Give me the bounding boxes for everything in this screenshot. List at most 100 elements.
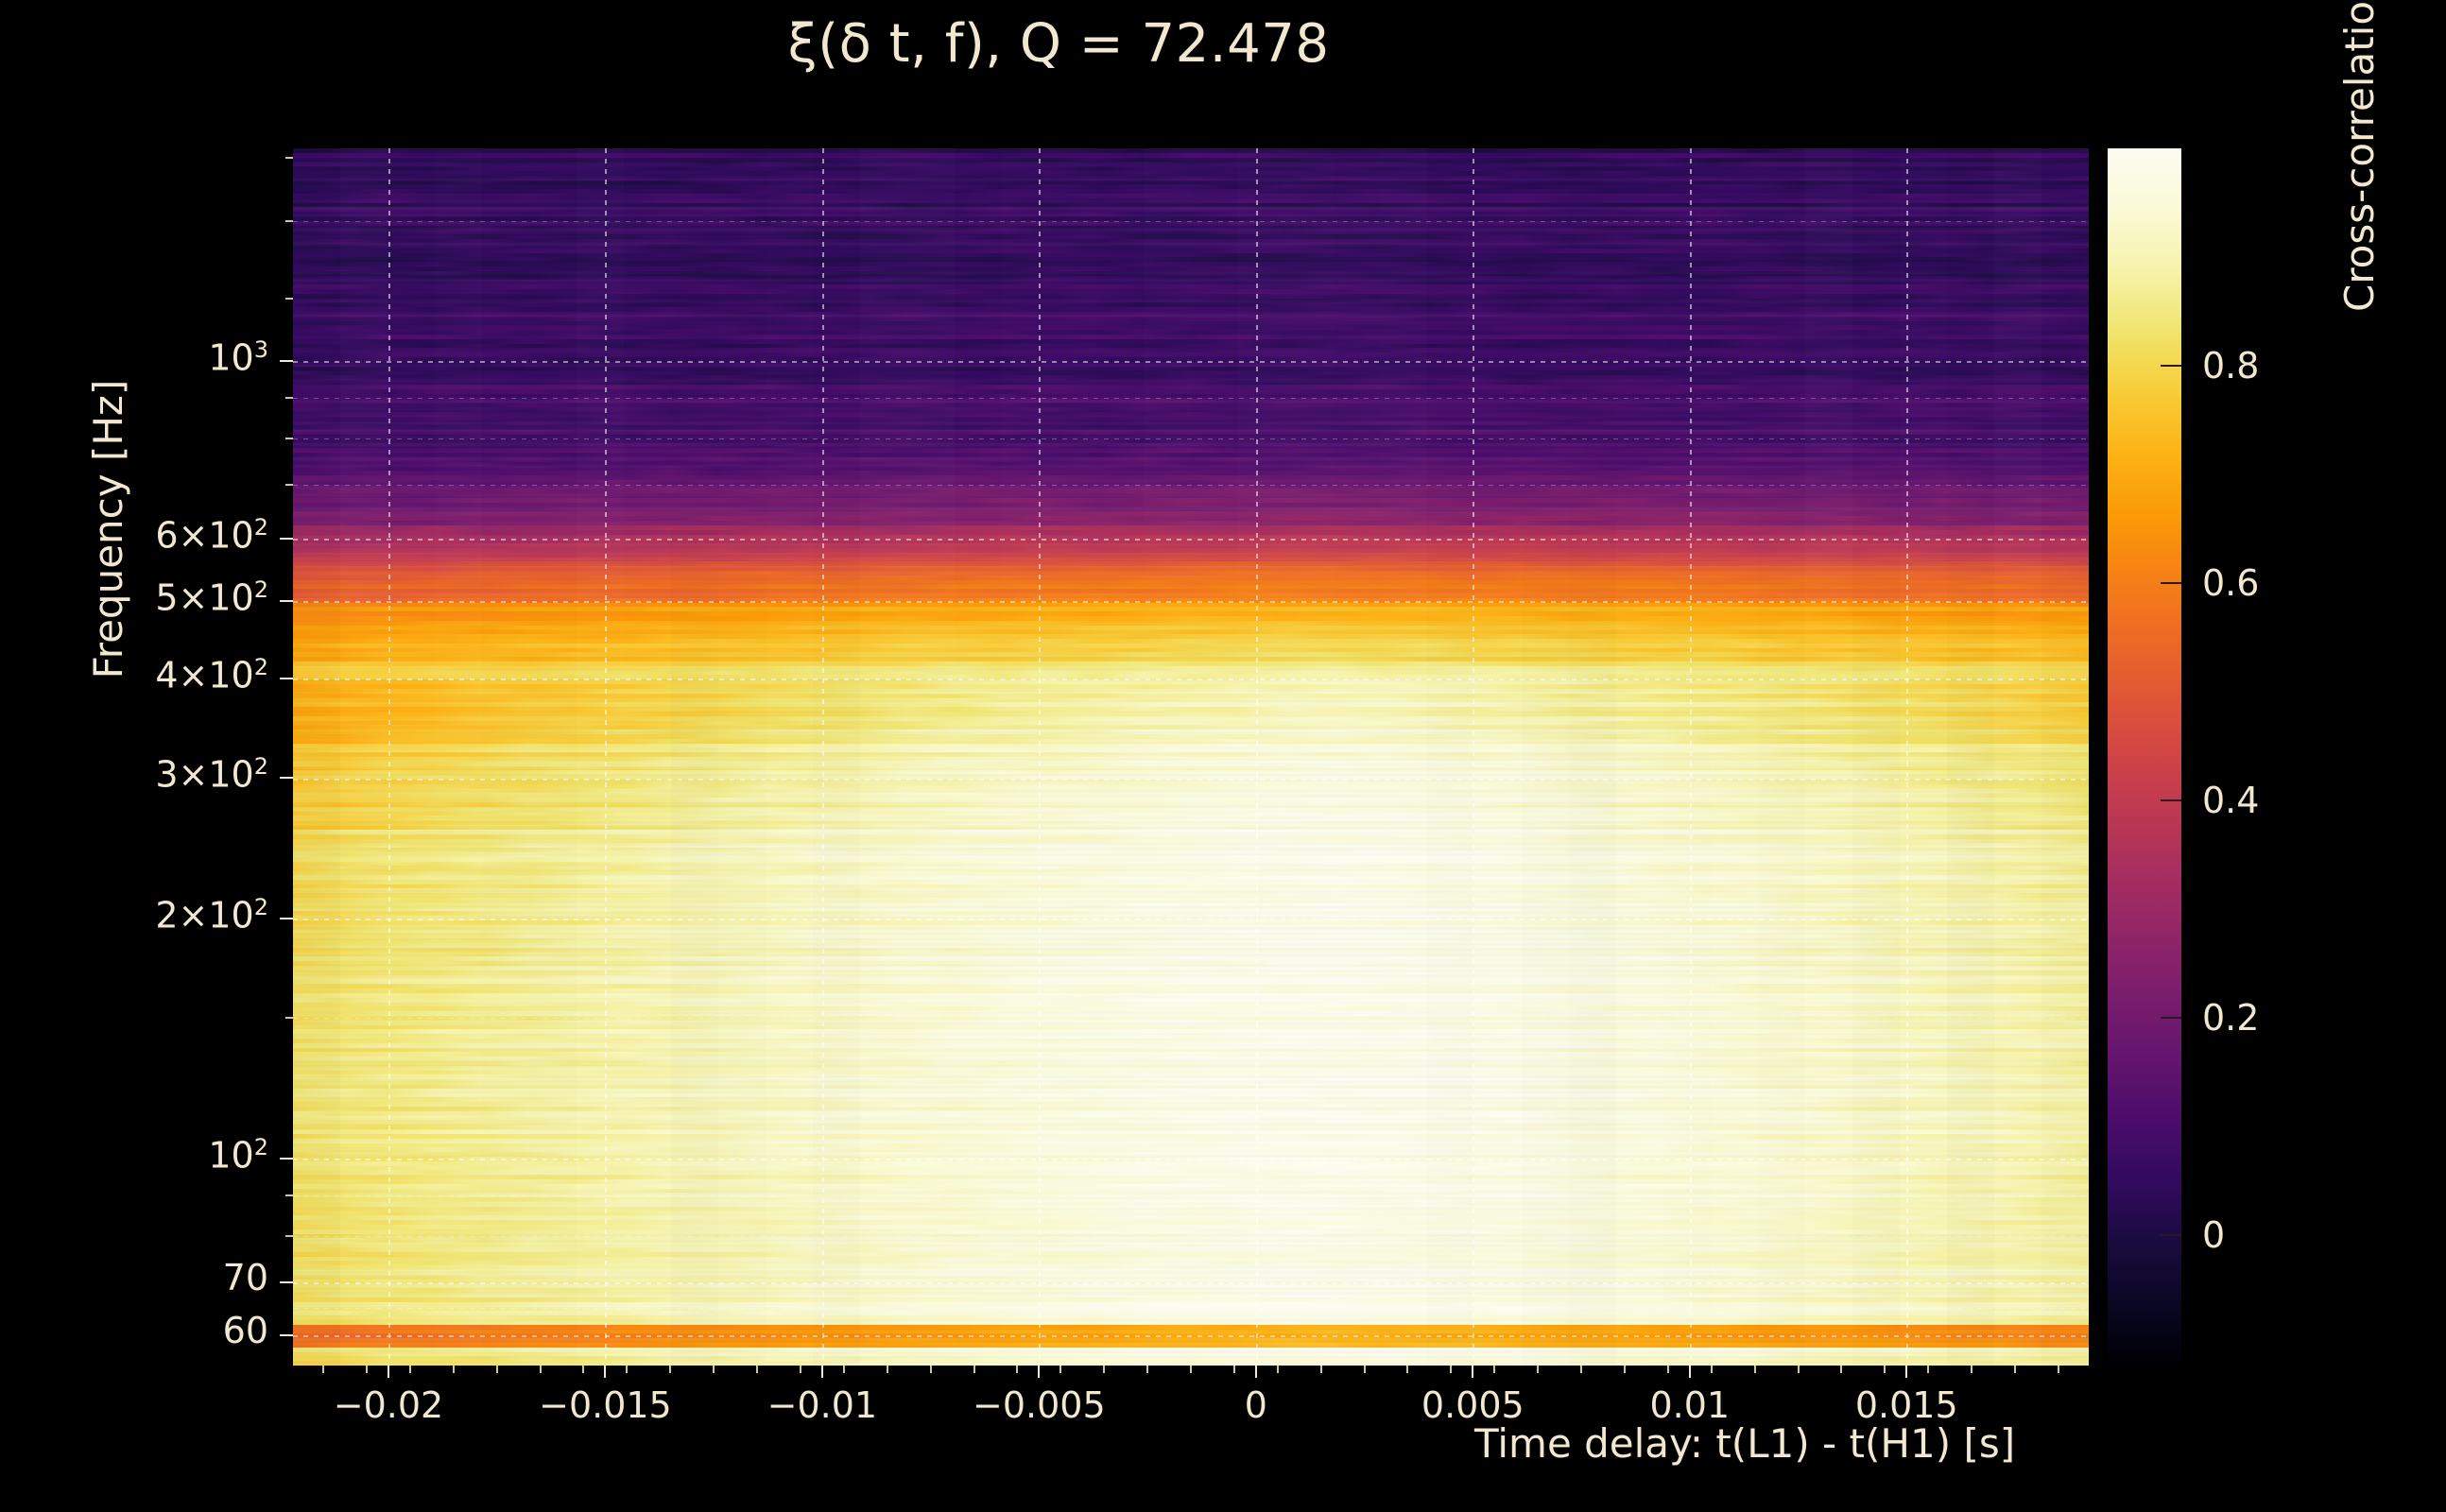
heatmap-row: [293, 489, 2089, 494]
colorbar-tick-label: 0.6: [2202, 562, 2260, 604]
x-tick-minor: [1190, 1366, 1192, 1373]
heatmap-row: [293, 1006, 2089, 1012]
heatmap-row: [293, 1197, 2089, 1203]
gridline-vertical: [1255, 148, 1258, 1366]
heatmap-axes[interactable]: [293, 148, 2089, 1366]
x-tick-minor: [2013, 1366, 2016, 1373]
gridline-horizontal-minor: [293, 485, 2089, 487]
x-tick-minor: [1797, 1366, 1800, 1373]
heatmap-row: [293, 543, 2089, 549]
heatmap-row: [293, 157, 2089, 163]
y-tick-mark: [280, 678, 293, 680]
heatmap-row: [293, 657, 2089, 662]
heatmap-row: [293, 970, 2089, 976]
y-tick-minor: [285, 484, 293, 487]
colorbar-tick-label: 0.4: [2202, 780, 2260, 821]
x-tick-minor: [1884, 1366, 1886, 1373]
heatmap-row: [293, 380, 2089, 386]
heatmap-row: [293, 652, 2089, 658]
heatmap-row: [293, 493, 2089, 499]
heatmap-row: [293, 1265, 2089, 1271]
heatmap-row: [293, 438, 2089, 445]
x-tick-minor: [582, 1366, 585, 1373]
heatmap-row: [293, 725, 2089, 730]
heatmap-row: [293, 1084, 2089, 1090]
heatmap-row: [293, 1165, 2089, 1172]
heatmap-row: [293, 234, 2089, 240]
heatmap-row: [293, 366, 2089, 372]
heatmap-row: [293, 475, 2089, 481]
heatmap-row: [293, 1120, 2089, 1125]
heatmap-row: [293, 884, 2089, 890]
x-tick-minor: [1319, 1366, 1322, 1373]
heatmap-row: [293, 780, 2089, 785]
heatmap-row: [293, 357, 2089, 363]
heatmap-row: [293, 693, 2089, 699]
heatmap-row: [293, 579, 2089, 586]
y-tick-minor: [285, 157, 293, 160]
heatmap-row: [293, 1247, 2089, 1253]
x-axis-label: Time delay: t(L1) - t(H1) [s]: [1474, 1420, 2016, 1467]
heatmap-row: [293, 243, 2089, 249]
x-tick-mark: [1254, 1366, 1257, 1378]
gridline-vertical: [605, 148, 608, 1366]
heatmap-row: [293, 775, 2089, 781]
heatmap-row: [293, 403, 2089, 408]
heatmap-row: [293, 1206, 2089, 1212]
heatmap-row: [293, 629, 2089, 635]
heatmap-row: [293, 952, 2089, 958]
heatmap-row: [293, 1002, 2089, 1008]
heatmap-row: [293, 675, 2089, 680]
colorbar-tick-mark: [2161, 582, 2181, 584]
heatmap-row: [293, 434, 2089, 440]
heatmap-row: [293, 570, 2089, 576]
heatmap-row: [293, 979, 2089, 985]
heatmap-row: [293, 833, 2089, 840]
x-tick-minor: [1016, 1366, 1019, 1373]
heatmap-row: [293, 961, 2089, 967]
y-tick-label: 4×102: [155, 654, 268, 696]
y-tick-label: 3×102: [155, 753, 268, 797]
heatmap-row: [293, 1274, 2089, 1280]
heatmap-row: [293, 280, 2089, 285]
heatmap-row: [293, 1201, 2089, 1208]
heatmap-row: [293, 1152, 2089, 1158]
heatmap-row: [293, 1188, 2089, 1194]
heatmap-row: [293, 1143, 2089, 1148]
heatmap-row: [293, 1115, 2089, 1122]
heatmap-row: [293, 825, 2089, 831]
gridline-vertical: [388, 148, 390, 1366]
heatmap-row: [293, 1129, 2089, 1135]
colorbar[interactable]: [2108, 148, 2181, 1366]
y-tick-label: 103: [208, 336, 268, 380]
heatmap-row: [293, 747, 2089, 753]
x-tick-minor: [756, 1366, 759, 1373]
heatmap-row: [293, 1225, 2089, 1230]
heatmap-row: [293, 974, 2089, 981]
heatmap-row: [293, 733, 2089, 740]
x-tick-label: 0.015: [1854, 1384, 1958, 1426]
heatmap-row: [293, 270, 2089, 277]
heatmap-row: [293, 1065, 2089, 1072]
heatmap-row: [293, 1178, 2089, 1185]
heatmap-row: [293, 348, 2089, 353]
gridline-horizontal-minor: [293, 1307, 2089, 1309]
y-tick-mark: [280, 1334, 293, 1337]
y-tick-mark: [280, 918, 293, 920]
heatmap-row: [293, 879, 2089, 885]
heatmap-row: [293, 1029, 2089, 1035]
heatmap-row: [293, 720, 2089, 727]
heatmap-row: [293, 1133, 2089, 1140]
heatmap-row: [293, 874, 2089, 881]
heatmap-row: [293, 1042, 2089, 1049]
heatmap-row: [293, 1347, 2089, 1353]
y-tick-minor: [285, 219, 293, 222]
x-tick-minor: [1753, 1366, 1756, 1373]
heatmap-row: [293, 1283, 2089, 1289]
heatmap-row: [293, 411, 2089, 418]
heatmap-row: [293, 1351, 2089, 1358]
heatmap-row: [293, 216, 2089, 222]
x-tick-label: −0.015: [539, 1384, 672, 1426]
heatmap-row: [293, 198, 2089, 204]
